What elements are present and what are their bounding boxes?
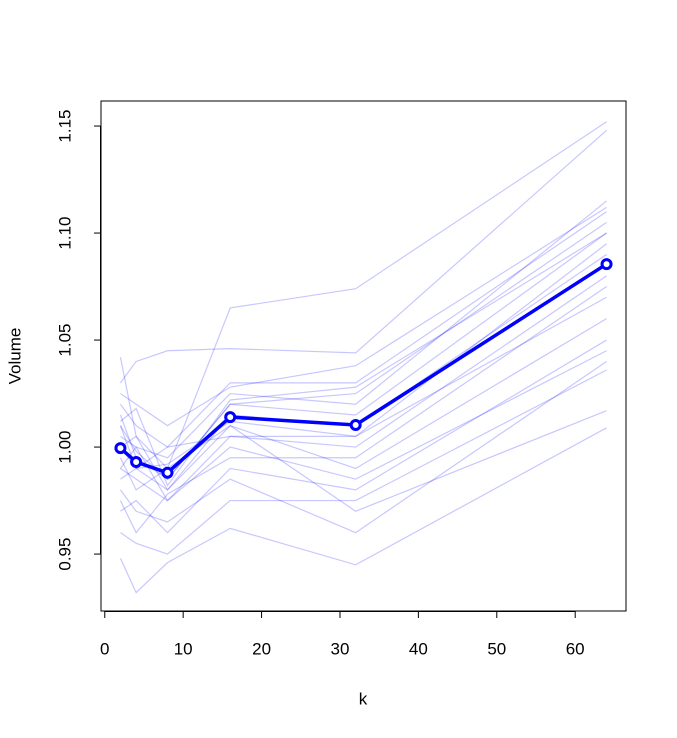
replicate-line (119, 427, 607, 594)
plot-frame (100, 100, 627, 612)
replicate-line (119, 253, 607, 491)
x-axis-label: k (359, 689, 368, 708)
mean-point (349, 419, 362, 432)
replicate-line (119, 232, 607, 481)
replicate-line (119, 129, 607, 384)
x-tick-label: 60 (566, 639, 585, 658)
x-tick-label: 20 (252, 639, 271, 658)
y-tick-label: 1.15 (55, 109, 74, 142)
y-tick-label: 0.95 (55, 538, 74, 571)
replicate-line (119, 211, 607, 448)
x-tick-label: 50 (487, 639, 506, 658)
replicate-line (120, 296, 607, 480)
replicate-line (119, 221, 607, 480)
x-tick-label: 30 (331, 639, 350, 658)
replicate-line (120, 318, 607, 491)
y-tick-label: 1.10 (55, 217, 74, 250)
mean-point (224, 411, 237, 424)
replicate-line (119, 350, 607, 502)
x-tick-label: 10 (174, 639, 193, 658)
x-tick-label: 40 (409, 639, 428, 658)
y-axis-label: Volume (5, 328, 24, 385)
replicate-line (119, 360, 607, 534)
replicate-line (120, 275, 607, 502)
y-tick-label: 1.05 (55, 324, 74, 357)
mean-point (600, 258, 613, 271)
replicate-line (120, 369, 607, 555)
replicate-line (119, 121, 607, 470)
mean-point (114, 442, 127, 455)
replicate-line (120, 206, 607, 427)
y-tick-label: 1.00 (55, 431, 74, 464)
mean-point (130, 456, 143, 469)
x-tick-label: 0 (100, 639, 109, 658)
replicate-line (120, 200, 607, 459)
mean-point (161, 466, 174, 479)
replicate-line (120, 339, 607, 534)
replicate-line (119, 286, 607, 534)
